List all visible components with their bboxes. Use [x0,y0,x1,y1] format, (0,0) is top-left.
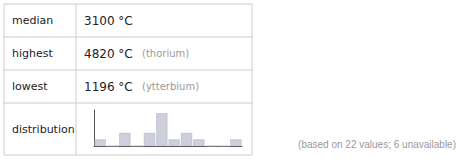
svg-text:1196 °C: 1196 °C [84,80,133,94]
svg-text:(thorium): (thorium) [142,48,189,59]
svg-text:3100 °C: 3100 °C [84,14,133,28]
svg-text:lowest: lowest [12,80,48,93]
svg-text:(ytterbium): (ytterbium) [142,81,199,92]
svg-text:highest: highest [12,47,53,60]
svg-text:median: median [12,14,53,27]
svg-text:distribution: distribution [12,123,75,136]
svg-text:4820 °C: 4820 °C [84,47,133,61]
svg-text:(based on 22 values; 6 unavail: (based on 22 values; 6 unavailable) [298,139,456,150]
